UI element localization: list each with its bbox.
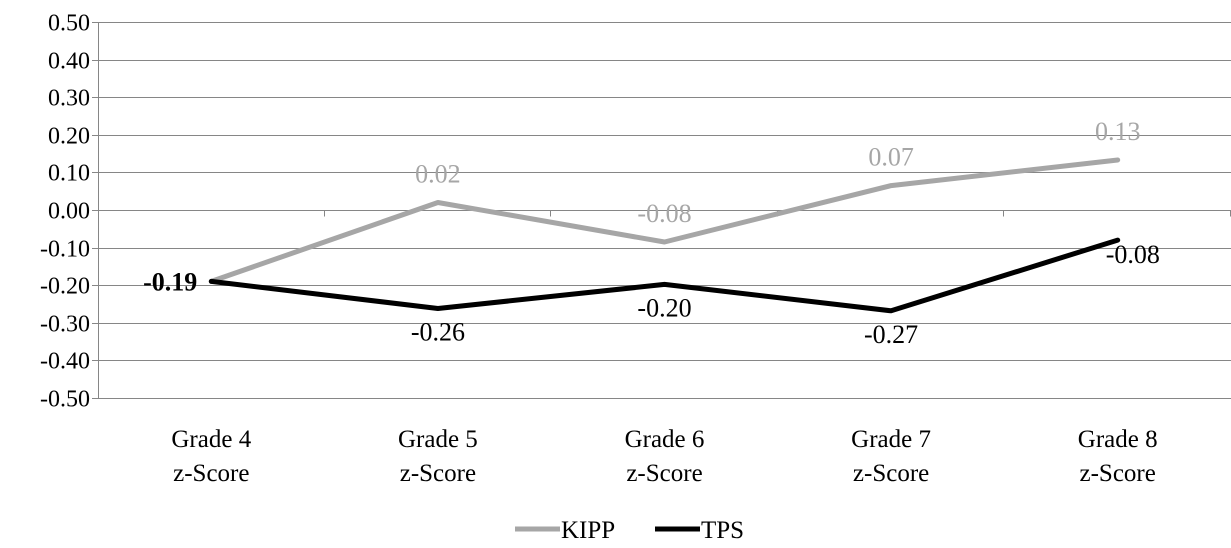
data-label-kipp: 0.13 bbox=[1095, 117, 1141, 146]
data-label-tps: -0.20 bbox=[637, 293, 691, 322]
data-label-kipp: -0.08 bbox=[637, 199, 691, 228]
y-tick-label: 0.00 bbox=[48, 199, 90, 225]
y-tick-label: -0.20 bbox=[40, 274, 90, 300]
x-category-label: Grade 7 z-Score bbox=[851, 426, 931, 487]
data-label-tps: -0.08 bbox=[1106, 240, 1160, 269]
y-tick-label: -0.30 bbox=[40, 312, 90, 338]
data-label-kipp: 0.07 bbox=[868, 143, 914, 172]
y-tick-label: 0.40 bbox=[48, 49, 90, 75]
data-label-tps: -0.26 bbox=[411, 318, 465, 347]
series-line-tps bbox=[208, 237, 1121, 314]
series-line-kipp bbox=[208, 157, 1121, 284]
data-label-tps: -0.19 bbox=[143, 267, 197, 296]
x-category-labels: Grade 4 z-Score Grade 5 z-Score Grade 6 z-Sco… bbox=[171, 426, 1157, 487]
y-tick-label: -0.10 bbox=[40, 237, 90, 263]
y-tick-label: -0.50 bbox=[40, 387, 90, 413]
axes bbox=[92, 22, 1231, 399]
x-category-label: Grade 4 z-Score bbox=[171, 426, 251, 487]
legend-label-tps: TPS bbox=[701, 517, 744, 544]
data-labels: 0.02 -0.08 0.07 0.13 -0.19 -0.26 -0.20 -0.27 -0.… bbox=[143, 117, 1160, 349]
y-tick-label: 0.30 bbox=[48, 86, 90, 112]
data-label-kipp: 0.02 bbox=[415, 159, 461, 188]
series-lines bbox=[208, 157, 1121, 314]
y-tick-label: 0.20 bbox=[48, 124, 90, 150]
legend: KIPP TPS bbox=[515, 517, 744, 544]
x-category-label: Grade 5 z-Score bbox=[398, 426, 478, 487]
legend-label-kipp: KIPP bbox=[561, 517, 615, 544]
y-tick-label: 0.10 bbox=[48, 161, 90, 187]
y-tick-label: 0.50 bbox=[48, 11, 90, 37]
y-tick-labels: 0.50 0.40 0.30 0.20 0.10 0.00 -0.10 -0.20 -0.30 -… bbox=[40, 11, 90, 413]
data-label-tps: -0.27 bbox=[864, 320, 918, 349]
x-category-label: Grade 6 z-Score bbox=[625, 426, 705, 487]
y-tick-label: -0.40 bbox=[40, 349, 90, 375]
x-category-label: Grade 8 z-Score bbox=[1078, 426, 1158, 487]
